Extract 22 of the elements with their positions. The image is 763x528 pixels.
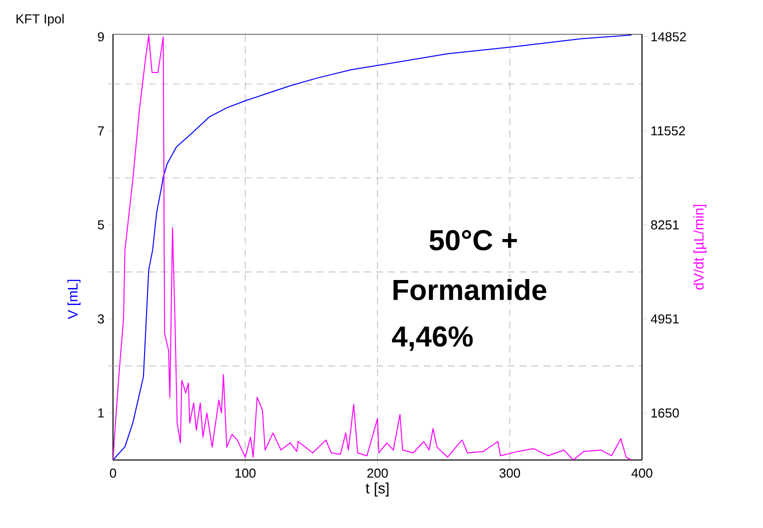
x-tick-label: 200 [367,468,388,478]
x-tick-label: 300 [499,468,520,478]
x-tick-label: 0 [110,468,116,478]
y-tick-label: 9 [98,32,104,42]
chart-title: KFT Ipol [16,14,64,26]
annotation: Formamide [394,278,546,300]
y2-tick-label: 11552 [652,126,685,136]
y-tick-label: 3 [98,314,104,324]
annotation: 4,46% [392,326,473,351]
y2-tick-label: 14852 [652,32,686,42]
x-tick-label: 100 [235,468,256,478]
x-tick-label: 400 [632,468,652,478]
y2-tick-label: 1650 [652,408,679,418]
y2-axis-title: dV/dt [µL/min] [693,204,706,290]
x-axis-title: t [s] [366,482,388,496]
y2-tick-label: 4951 [650,314,679,324]
y2-tick-label: 8251 [651,220,679,230]
y-tick-label: 5 [98,220,104,230]
y-axis-title: V [mL] [67,280,80,320]
annotation: 50°C + [430,230,517,250]
y-tick-label: 7 [98,126,104,136]
y-tick-label: 1 [98,408,104,418]
